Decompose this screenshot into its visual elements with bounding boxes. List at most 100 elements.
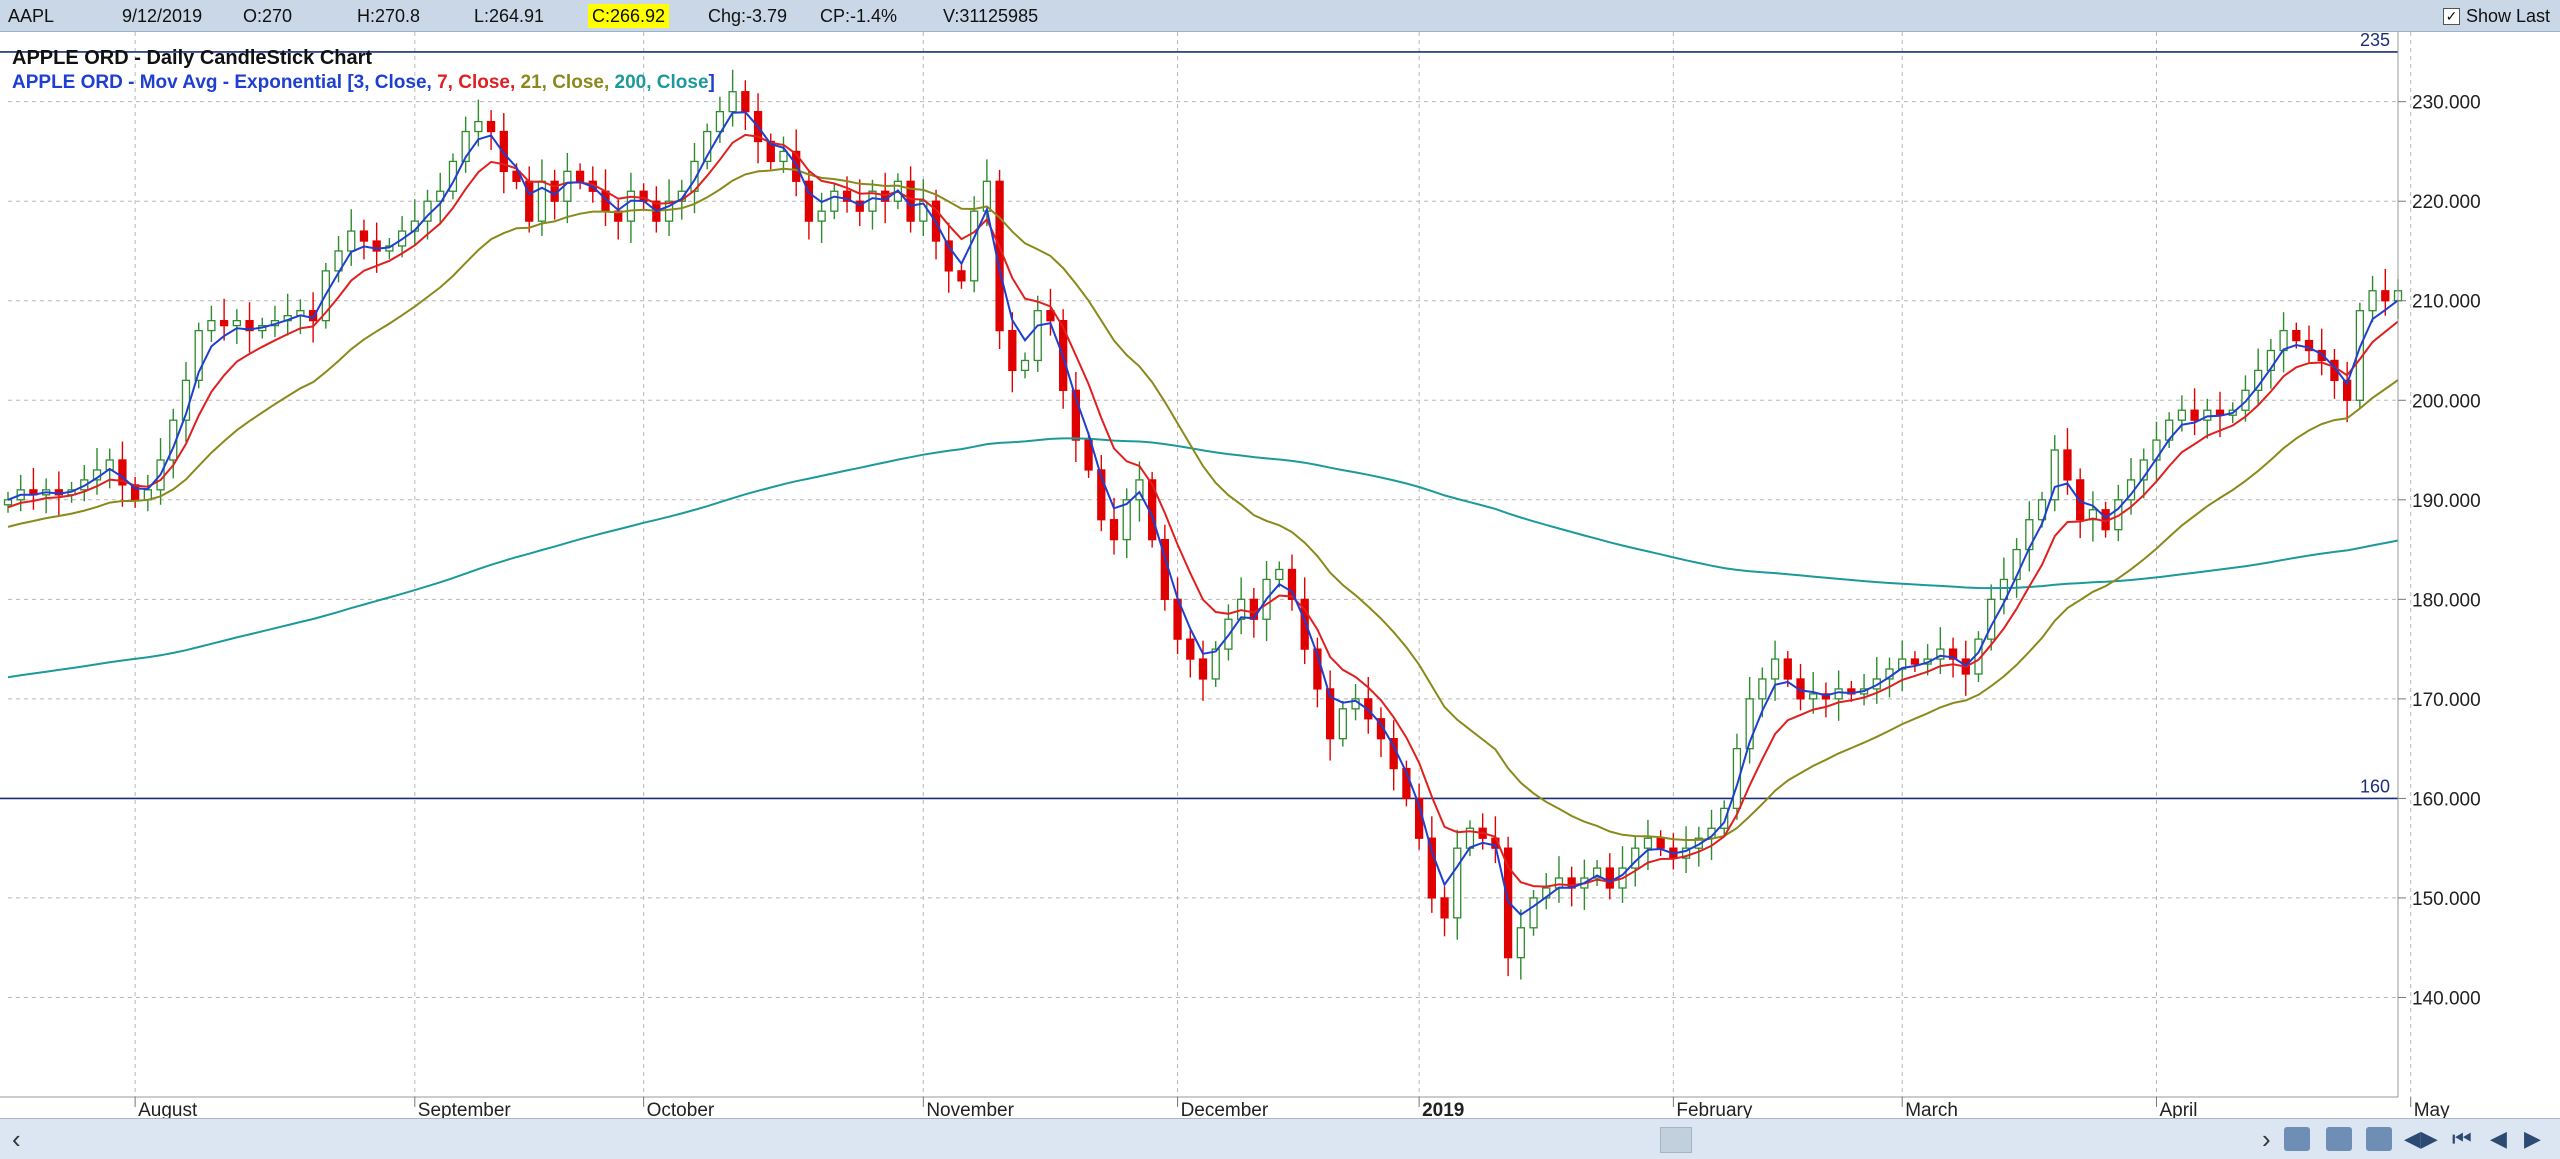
candle-body	[2037, 499, 2047, 521]
zoom-range-icon[interactable]: ◀▶	[2404, 1126, 2438, 1151]
quote-bar: AAPL 9/12/2019 O:270 H:270.8 L:264.91 C:…	[0, 0, 2560, 32]
show-last-label: Show Last	[2465, 6, 2550, 26]
open-label: O:270	[243, 6, 293, 26]
candle-body	[1732, 747, 1742, 810]
candle-body	[2012, 548, 2021, 581]
scroll-left-arrow-icon[interactable]: ‹	[12, 1124, 21, 1154]
candle-body	[741, 91, 750, 113]
x-tick-label: March	[1905, 1100, 1958, 1118]
candle-body	[817, 210, 826, 222]
candle-body	[1656, 837, 1665, 849]
candle-body	[1097, 469, 1106, 521]
scrollbar[interactable]: ‹ › ◀▶ ⏮ ◀ ▶	[0, 1118, 2560, 1159]
candle-body	[372, 240, 381, 252]
y-tick-label: 140.000	[2412, 988, 2481, 1009]
candle-body	[1300, 598, 1309, 650]
candle-body	[1046, 310, 1055, 322]
candle-body	[232, 319, 241, 327]
candle-body	[1809, 693, 1818, 700]
candle-body	[1643, 837, 1653, 849]
candle-body	[944, 240, 953, 272]
candle-body	[2139, 459, 2148, 481]
scroll-right-arrow-icon[interactable]: ›	[2262, 1124, 2271, 1154]
x-tick-label: August	[138, 1100, 198, 1118]
candle-body	[830, 190, 839, 212]
x-tick-label: September	[418, 1100, 512, 1118]
candle-body	[1516, 927, 1525, 959]
chart-refresh-icon[interactable]	[2326, 1127, 2352, 1151]
scroll-thumb[interactable]	[1660, 1127, 1692, 1153]
candle-body	[804, 180, 814, 222]
x-tick-label: November	[926, 1100, 1014, 1118]
candle-body	[957, 270, 966, 282]
candle-body	[1770, 658, 1780, 680]
candle-body	[1910, 658, 1920, 665]
show-last-toggle[interactable]: ✓ Show Last	[2442, 4, 2550, 28]
candle-body	[2266, 349, 2276, 372]
candle-body	[1745, 698, 1754, 750]
previous-icon[interactable]: ◀	[2490, 1126, 2507, 1151]
candles	[3, 69, 2403, 980]
candle-body	[461, 130, 470, 163]
candle-body	[1084, 439, 1093, 471]
candle-body	[2343, 379, 2352, 401]
candle-body	[868, 190, 877, 212]
candle-body	[1338, 708, 1347, 740]
candle-body	[1186, 638, 1195, 660]
horizontal-lines: 235 160	[0, 32, 2398, 800]
candle-body	[1020, 359, 1030, 372]
ema-7-line	[7, 133, 2399, 888]
candle-body	[118, 459, 127, 486]
ema-3-line	[7, 111, 2399, 916]
candle-body	[2050, 449, 2059, 501]
candle-body	[1453, 847, 1462, 919]
candle-body	[2063, 449, 2072, 481]
candle-body	[664, 200, 674, 222]
x-tick-label: February	[1676, 1100, 1753, 1118]
candle-body	[1936, 648, 1945, 660]
candle-body	[1605, 867, 1614, 889]
candle-body	[1211, 648, 1220, 680]
legend-item: 7, Close,	[437, 72, 520, 93]
candle-body	[1592, 867, 1602, 879]
moving-averages	[7, 111, 2399, 916]
candle-body	[2203, 409, 2212, 421]
y-tick-label: 180.000	[2412, 590, 2481, 611]
x-tick-label: April	[2159, 1100, 2197, 1118]
candle-body	[1783, 658, 1792, 680]
legend-item: 21, Close,	[521, 72, 615, 93]
y-tick-label: 150.000	[2412, 889, 2481, 910]
candle-body	[3, 499, 13, 506]
candle-body	[219, 319, 229, 327]
candle-body	[308, 310, 318, 322]
ema-21-line	[7, 167, 2399, 842]
candle-body	[2190, 409, 2199, 421]
candle-body	[766, 140, 775, 163]
candle-body	[1008, 329, 1017, 372]
show-last-checkbox[interactable]: ✓	[2442, 7, 2460, 25]
y-tick-label: 160.000	[2412, 789, 2481, 810]
change-percent-label: CP:-1.4%	[820, 6, 898, 26]
close-label: C:266.92	[588, 4, 670, 28]
candle-body	[2292, 329, 2301, 342]
chart-save-icon[interactable]	[2366, 1127, 2392, 1151]
candle-body	[2368, 290, 2377, 312]
date-label: 9/12/2019	[122, 6, 203, 26]
candle-body	[1758, 678, 1767, 700]
candle-body	[855, 200, 864, 212]
candle-body	[207, 319, 216, 332]
first-page-icon[interactable]: ⏮	[2452, 1126, 2472, 1151]
candle-body	[626, 190, 636, 222]
chart-settings-icon[interactable]	[2284, 1127, 2310, 1151]
x-tick-label: October	[647, 1100, 715, 1118]
legend: APPLE ORD - Mov Avg - Exponential [3, Cl…	[12, 72, 715, 93]
y-axis: 140.000 150.000 160.000 170.000 180.000 190.0…	[2397, 32, 2481, 1097]
candlestick-chart[interactable]: 235 160 140.000 150.000 160.000 170.000 180.0…	[0, 32, 2560, 1118]
next-icon[interactable]: ▶	[2524, 1126, 2541, 1151]
candle-body	[2088, 509, 2098, 521]
candle-body	[1071, 389, 1081, 441]
y-tick-label: 220.000	[2412, 192, 2481, 213]
candle-body	[575, 170, 585, 182]
candle-body	[2076, 479, 2085, 521]
candle-body	[1135, 479, 1144, 501]
